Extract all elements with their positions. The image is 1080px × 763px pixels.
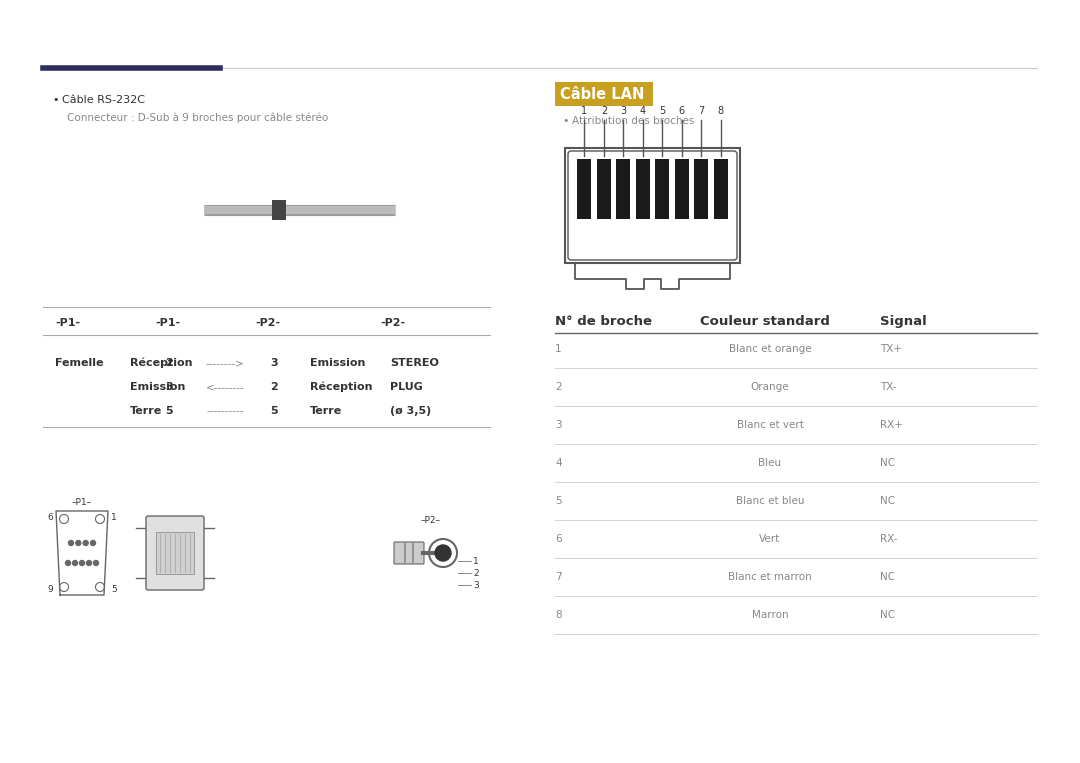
Text: RX+: RX+ [880,420,903,430]
FancyBboxPatch shape [394,542,424,564]
Text: Attribution des broches: Attribution des broches [572,116,694,126]
Text: -P1-: -P1- [55,318,80,328]
Text: 8: 8 [555,610,562,620]
Text: Câble LAN: Câble LAN [561,86,645,101]
Text: •: • [52,95,58,105]
Text: –P1–: –P1– [72,498,92,507]
Text: Couleur standard: Couleur standard [700,314,829,327]
Bar [597,159,611,219]
Text: TX+: TX+ [880,344,902,354]
Text: 1: 1 [473,556,478,565]
Text: 5: 5 [165,406,173,416]
Text: 3: 3 [165,382,173,392]
Bar [636,159,650,219]
Text: NC: NC [880,610,895,620]
Text: 2: 2 [600,106,607,116]
Text: PLUG: PLUG [390,382,423,392]
Text: Terre: Terre [310,406,342,416]
Bar [617,159,631,219]
Text: Bleu: Bleu [758,458,782,468]
Text: NC: NC [880,572,895,582]
Circle shape [94,561,98,565]
Text: 6: 6 [555,534,562,544]
Text: 1: 1 [555,344,562,354]
Text: 8: 8 [717,106,724,116]
Text: 3: 3 [270,358,278,368]
Text: 2: 2 [473,568,478,578]
Text: 3: 3 [555,420,562,430]
Text: NC: NC [880,458,895,468]
Circle shape [86,561,92,565]
Text: 3: 3 [620,106,626,116]
Circle shape [76,540,81,546]
Text: 2: 2 [555,382,562,392]
Circle shape [83,540,89,546]
Text: ----------: ---------- [206,406,244,416]
Text: Blanc et orange: Blanc et orange [729,344,811,354]
Bar [656,159,670,219]
FancyBboxPatch shape [568,151,737,260]
Text: -P1-: -P1- [156,318,180,328]
Text: Emission: Emission [310,358,365,368]
Text: 4: 4 [555,458,562,468]
Text: -------->: --------> [205,358,244,368]
Bar [272,200,286,220]
Text: Réception: Réception [130,358,192,369]
Text: 6: 6 [48,513,53,521]
Text: Réception: Réception [310,382,373,392]
Text: Vert: Vert [759,534,781,544]
Text: Câble RS-232C: Câble RS-232C [62,95,145,105]
Text: 9: 9 [48,584,53,594]
Circle shape [72,561,78,565]
Text: Blanc et bleu: Blanc et bleu [735,496,805,506]
Text: 7: 7 [555,572,562,582]
Text: 7: 7 [698,106,704,116]
Text: NC: NC [880,496,895,506]
Text: (ø 3,5): (ø 3,5) [390,406,431,416]
Text: TX-: TX- [880,382,896,392]
Text: <--------: <-------- [205,382,244,392]
Bar [565,148,740,263]
Text: •: • [562,116,568,126]
Bar [675,159,689,219]
Bar [714,159,728,219]
Text: 1: 1 [111,513,117,521]
Bar [157,532,194,574]
Circle shape [435,545,451,561]
Text: RX-: RX- [880,534,897,544]
Text: 5: 5 [659,106,665,116]
Text: –P2–: –P2– [421,516,441,525]
Text: N° de broche: N° de broche [555,314,652,327]
Circle shape [66,561,70,565]
Text: 5: 5 [555,496,562,506]
Text: 1: 1 [581,106,588,116]
Circle shape [68,540,73,546]
Text: -P2-: -P2- [380,318,405,328]
Text: 5: 5 [270,406,278,416]
Text: Connecteur : D-Sub à 9 broches pour câble stéréo: Connecteur : D-Sub à 9 broches pour câbl… [67,112,328,123]
Bar [555,82,653,106]
Text: Femelle: Femelle [55,358,104,368]
Bar [694,159,708,219]
Text: 5: 5 [111,584,117,594]
Text: 4: 4 [639,106,646,116]
Text: 2: 2 [165,358,173,368]
Text: Marron: Marron [752,610,788,620]
Text: STEREO: STEREO [390,358,438,368]
Text: Terre: Terre [130,406,162,416]
Text: -P2-: -P2- [255,318,280,328]
Bar [578,159,592,219]
Circle shape [91,540,95,546]
Text: Blanc et marron: Blanc et marron [728,572,812,582]
Text: Blanc et vert: Blanc et vert [737,420,804,430]
Text: 3: 3 [473,581,478,590]
Text: Emission: Emission [130,382,186,392]
Circle shape [80,561,84,565]
FancyBboxPatch shape [146,516,204,590]
Text: 6: 6 [678,106,685,116]
Text: Orange: Orange [751,382,789,392]
Text: 2: 2 [270,382,278,392]
Text: Signal: Signal [880,314,927,327]
